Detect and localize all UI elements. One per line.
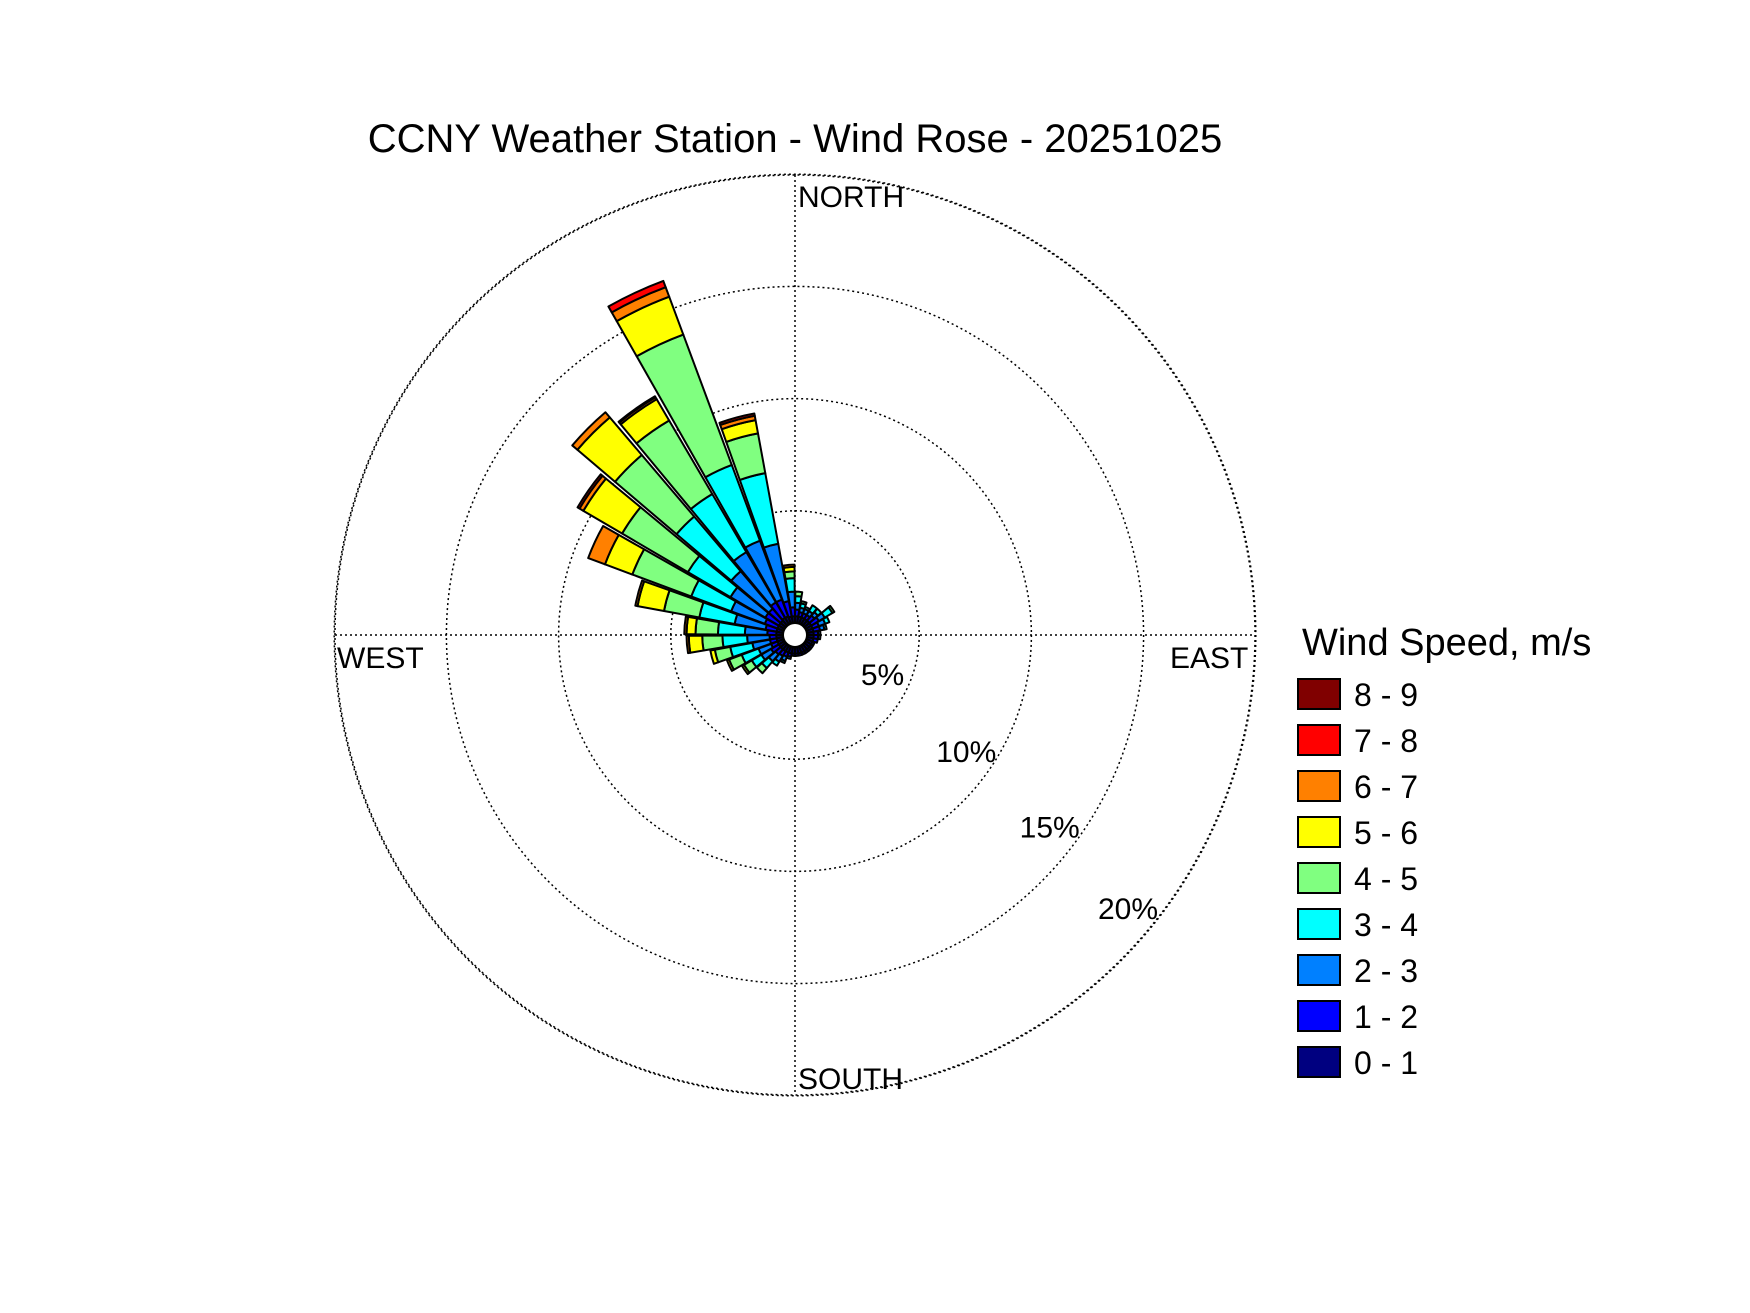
radial-tick-label-15: 15% (1020, 812, 1080, 845)
petal-5-bin-4 (794, 590, 804, 598)
grid-ring-20 (333, 173, 1257, 1097)
radial-tick-label-5: 5% (861, 659, 904, 692)
petal-355-bin-6 (782, 563, 796, 569)
legend: 8 - 9 7 - 8 6 - 7 5 - 6 4 - 5 3 - 4 2 - 3 1 - 2… (1297, 677, 1418, 1081)
petal-345-bin-7 (718, 412, 756, 426)
direction-label-west: WEST (337, 642, 424, 675)
legend-label-2-3: 2 - 3 (1354, 953, 1418, 989)
legend-label-0-1: 0 - 1 (1354, 1045, 1418, 1081)
legend-swatch-6-7 (1297, 770, 1341, 802)
legend-swatch-8-9 (1297, 678, 1341, 710)
legend-swatch-7-8 (1297, 724, 1341, 756)
legend-swatch-5-6 (1297, 816, 1341, 848)
direction-label-east: EAST (1170, 642, 1248, 675)
legend-label-4-5: 4 - 5 (1354, 861, 1418, 897)
petal-255-bin-5 (709, 648, 720, 665)
wind-petals (571, 279, 836, 676)
petal-305-bin-7 (576, 473, 604, 510)
chart-title: CCNY Weather Station - Wind Rose - 20251… (368, 117, 1223, 161)
legend-label-8-9: 8 - 9 (1354, 677, 1418, 713)
legend-swatch-3-4 (1297, 908, 1341, 940)
direction-label-south: SOUTH (798, 1063, 903, 1096)
petal-65-bin-3 (821, 615, 831, 625)
petal-265-bin-6 (685, 634, 692, 655)
petal-325-bin-7 (617, 395, 657, 424)
legend-swatch-2-3 (1297, 954, 1341, 986)
legend-label-6-7: 6 - 7 (1354, 769, 1418, 805)
petal-55-bin-4 (827, 604, 836, 615)
legend-label-3-4: 3 - 4 (1354, 907, 1418, 943)
legend-swatch-1-2 (1297, 1000, 1341, 1032)
petal-265-bin-5 (687, 634, 705, 654)
radial-tick-labels: 5% 10% 15% 20% (861, 659, 1158, 926)
legend-label-5-6: 5 - 6 (1354, 815, 1418, 851)
legend-swatch-0-1 (1297, 1046, 1341, 1078)
petal-275-bin-6 (683, 615, 690, 636)
grid-ring-outer (334, 174, 1256, 1096)
petal-355-bin-3 (784, 577, 796, 594)
legend-label-1-2: 1 - 2 (1354, 999, 1418, 1035)
calm-center (782, 622, 808, 648)
legend-swatch-4-5 (1297, 862, 1341, 894)
petal-285-bin-6 (634, 579, 646, 608)
petal-275-bin-4 (694, 617, 721, 636)
petal-265-bin-4 (701, 634, 725, 652)
legend-title: Wind Speed, m/s (1302, 622, 1591, 664)
grid-ring-15 (445, 285, 1145, 985)
legend-label-7-8: 7 - 8 (1354, 723, 1418, 759)
petal-245-bin-5 (725, 658, 735, 672)
petal-315-bin-6 (571, 411, 611, 451)
petal-75-bin-3 (822, 623, 828, 631)
petal-335-bin-7 (607, 279, 667, 314)
petal-295-bin-6 (587, 524, 620, 566)
radial-tick-label-10: 10% (936, 736, 996, 769)
petal-95-bin-2 (816, 634, 822, 641)
radial-tick-label-20: 20% (1098, 893, 1158, 926)
petal-15-bin-4 (799, 600, 808, 606)
direction-label-north: NORTH (798, 181, 904, 214)
